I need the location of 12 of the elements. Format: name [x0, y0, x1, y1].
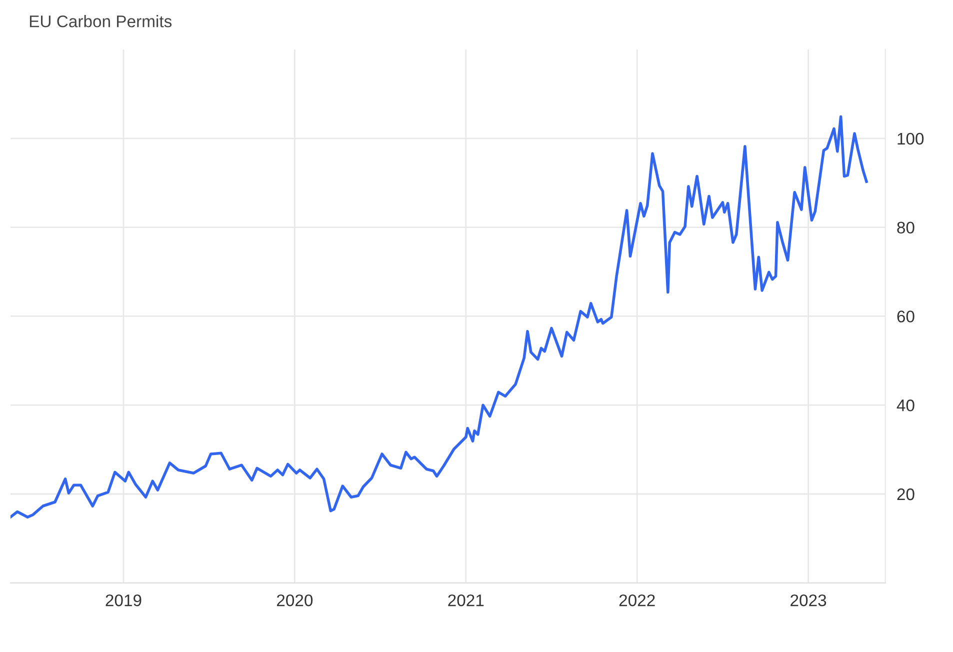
x-tick-label: 2023: [790, 594, 826, 606]
x-tick-label: 2021: [448, 594, 484, 606]
x-tick-label: 2019: [106, 594, 142, 606]
y-tick-label: 80: [897, 222, 914, 234]
chart-title: EU Carbon Permits: [30, 15, 172, 28]
x-tick-label: 2020: [276, 594, 313, 606]
y-tick-label: 20: [897, 488, 914, 500]
y-tick-label: 60: [897, 310, 914, 322]
line-series: [10, 115, 868, 518]
x-tick-label: 2022: [619, 594, 655, 606]
y-tick-label: 100: [898, 132, 924, 145]
y-tick-label: 40: [896, 400, 914, 412]
